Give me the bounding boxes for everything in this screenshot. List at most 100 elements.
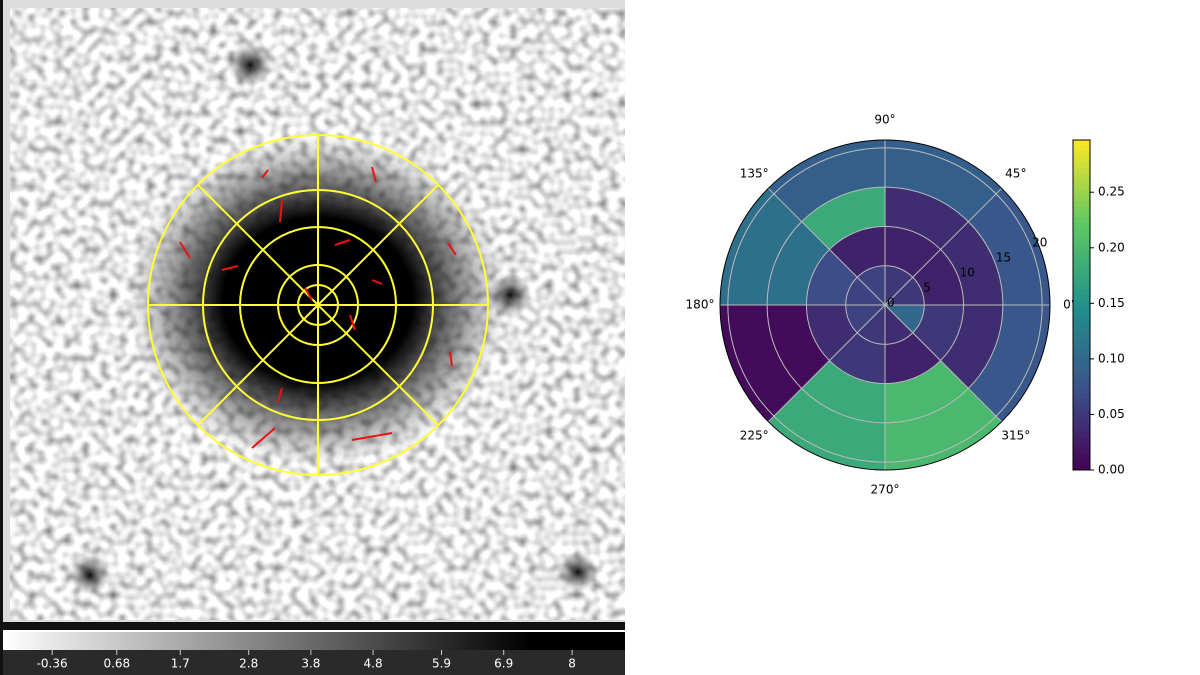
colorbar-cell xyxy=(1073,277,1090,284)
theta-tick-label: 225° xyxy=(740,428,769,442)
wedge xyxy=(801,360,885,423)
separator xyxy=(3,622,625,630)
colorbar-cell xyxy=(1073,272,1090,278)
colorbar-axis xyxy=(3,650,625,675)
theta-tick-label: 180° xyxy=(686,298,715,312)
wedge xyxy=(912,249,964,305)
colorbar-cell xyxy=(1073,343,1090,350)
image-colorbar xyxy=(3,632,625,650)
wedge xyxy=(768,140,885,222)
wedge xyxy=(885,265,913,305)
colorbar-cell xyxy=(1073,310,1090,317)
colorbar-cell xyxy=(1073,189,1090,196)
wedge xyxy=(968,305,1050,422)
colorbar-cell xyxy=(1073,217,1090,223)
colorbar-cell xyxy=(1073,151,1090,157)
wedge xyxy=(857,305,885,345)
colorbar-cell xyxy=(1073,459,1090,465)
wedge xyxy=(768,388,885,470)
colorbar-cell xyxy=(1073,415,1090,421)
colorbar-cell xyxy=(1073,376,1090,383)
colorbar-label: 0.10 xyxy=(1098,351,1125,365)
colorbar-cell xyxy=(1073,360,1090,366)
theta-tick-label: 90° xyxy=(874,113,895,127)
colorbar-cell xyxy=(1073,288,1090,295)
wedge xyxy=(767,305,830,389)
colorbar-cell xyxy=(1073,244,1090,251)
wedge xyxy=(829,332,885,384)
colorbar-frame xyxy=(1072,139,1091,471)
tick-label: 2.8 xyxy=(239,657,258,671)
theta-tick-label: 315° xyxy=(1001,428,1030,442)
colorbar-label: 0.00 xyxy=(1098,463,1125,477)
colorbar-cell xyxy=(1073,228,1090,234)
colorbar-cell xyxy=(1073,239,1090,245)
colorbar-label: 0.25 xyxy=(1098,185,1125,199)
colorbar-cell xyxy=(1073,195,1090,201)
colorbar-cell xyxy=(1073,464,1090,471)
colorbar-cell xyxy=(1073,332,1090,339)
wedge xyxy=(912,305,964,361)
sector-grid xyxy=(147,134,489,476)
r-tick-label: 5 xyxy=(923,280,931,294)
grid-spoke xyxy=(767,187,886,306)
wedge xyxy=(885,360,969,423)
wedge xyxy=(885,226,941,278)
colorbar-label: 0.05 xyxy=(1098,407,1125,421)
colorbar-cell xyxy=(1073,250,1090,256)
wedge xyxy=(885,332,941,384)
tick-label: 6.9 xyxy=(494,657,513,671)
tick-label: 5.9 xyxy=(432,657,451,671)
wedge xyxy=(767,221,830,305)
colorbar-cell xyxy=(1073,299,1090,306)
colorbar-cell xyxy=(1073,140,1090,146)
grid-spoke xyxy=(767,304,886,423)
wedge xyxy=(940,221,1003,305)
colorbar-cell xyxy=(1073,387,1090,394)
colorbar-cell xyxy=(1073,173,1090,179)
colorbar-cell xyxy=(1073,178,1090,185)
colorbar-cell xyxy=(1073,255,1090,262)
wedge xyxy=(940,305,1003,389)
wedge xyxy=(885,305,925,333)
star xyxy=(228,43,272,87)
colorbar-cell xyxy=(1073,442,1090,449)
wedge xyxy=(845,277,885,305)
tick-label: 8 xyxy=(568,657,576,671)
colorbar-cell xyxy=(1073,453,1090,460)
wedge xyxy=(885,388,1002,470)
colorbar-cell xyxy=(1073,222,1090,229)
grid-spoke xyxy=(884,187,1003,306)
colorbar-cell xyxy=(1073,233,1090,240)
tick-label: 3.8 xyxy=(301,657,320,671)
r-tick-label: 15 xyxy=(996,250,1011,264)
colorbar-cell xyxy=(1073,206,1090,212)
tick-label: 0.68 xyxy=(103,657,130,671)
star xyxy=(488,273,532,317)
r-tick-label: 20 xyxy=(1032,235,1047,249)
colorbar-label: 0.15 xyxy=(1098,296,1125,310)
colorbar-cell xyxy=(1073,145,1090,152)
colorbar-cell xyxy=(1073,283,1090,289)
colorbar-cell xyxy=(1073,338,1090,344)
wedge xyxy=(857,265,885,305)
colorbar-cell xyxy=(1073,382,1090,388)
tick-label: 4.8 xyxy=(364,657,383,671)
colorbar-cell xyxy=(1073,167,1090,174)
colorbar-cell xyxy=(1073,448,1090,454)
wedge xyxy=(968,188,1050,305)
colorbar-cell xyxy=(1073,404,1090,410)
colorbar-cell xyxy=(1073,162,1090,168)
polar-chart: 051015200°45°90°135°180°225°270°315°0.00… xyxy=(686,113,1125,497)
colorbar-cell xyxy=(1073,211,1090,218)
theta-tick-label: 270° xyxy=(871,483,900,497)
colorbar-cell xyxy=(1073,266,1090,273)
polar-frame xyxy=(719,139,1051,471)
colorbar-cell xyxy=(1073,200,1090,207)
wedge xyxy=(720,188,802,305)
wedge xyxy=(885,277,925,305)
wedge xyxy=(806,305,858,361)
theta-tick-label: 135° xyxy=(740,167,769,181)
colorbar-cell xyxy=(1073,398,1090,405)
